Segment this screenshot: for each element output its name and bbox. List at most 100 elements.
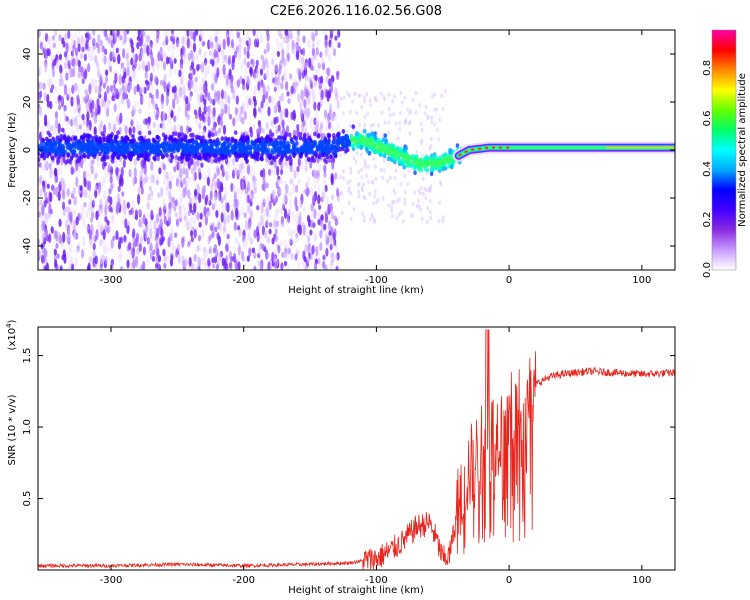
heatmap-cell (347, 200, 351, 206)
heatmap-cell (331, 75, 335, 83)
heatmap-cell (330, 194, 335, 201)
heatmap-cell (193, 109, 198, 116)
heatmap-cell (268, 222, 273, 228)
heatmap-cell (232, 246, 236, 253)
heatmap-cell (156, 59, 160, 69)
heatmap-cell (237, 163, 241, 171)
heatmap-cell (213, 89, 218, 99)
heatmap-cell (249, 126, 253, 133)
heatmap-cell (177, 123, 181, 133)
heatmap-cell (101, 45, 105, 53)
heatmap-cell (92, 197, 96, 206)
heatmap-cell (102, 137, 107, 142)
heatmap-cell (106, 100, 110, 108)
heatmap-cell (237, 261, 241, 270)
heatmap-cell (69, 211, 73, 223)
heatmap-cell (367, 140, 372, 146)
colorbar-tick-label: 0.4 (702, 161, 713, 177)
heatmap-cell (373, 133, 377, 139)
heatmap-cell (313, 261, 318, 270)
heatmap-cell (335, 138, 340, 143)
heatmap-cell (117, 240, 122, 250)
heatmap-cell (102, 156, 107, 162)
heatmap-cell (270, 147, 274, 153)
heatmap-cell (270, 141, 274, 147)
colorbar-tick-label: 0.8 (702, 60, 713, 76)
heatmap-cell (264, 100, 268, 107)
heatmap-cell (369, 102, 372, 108)
heatmap-cell (38, 107, 41, 118)
heatmap-cell (192, 31, 197, 43)
heatmap-cell (331, 30, 335, 35)
heatmap-cell (119, 148, 124, 154)
heatmap-cell (81, 78, 85, 84)
heatmap-cell (77, 30, 81, 35)
heatmap-cell (99, 120, 103, 129)
heatmap-cell (219, 115, 224, 127)
heatmap-cell (248, 37, 252, 48)
heatmap-cell (275, 234, 279, 242)
heatmap-cell (246, 181, 251, 192)
heatmap-cell (58, 53, 62, 61)
heatmap-cell (276, 207, 280, 214)
heatmap-cell (140, 217, 144, 229)
heatmap-cell (188, 93, 192, 102)
heatmap-cell (296, 127, 300, 138)
heatmap-cell (275, 145, 280, 151)
heatmap-cell (177, 133, 182, 138)
heatmap-cell (208, 50, 213, 56)
heatmap-cell (46, 183, 50, 189)
heatmap-cell (168, 202, 172, 210)
heatmap-cell (91, 233, 95, 241)
snr-y-ticks: 0.51.01.5 (22, 348, 675, 506)
heatmap-cell (134, 99, 138, 108)
heatmap-cell (90, 54, 94, 62)
heatmap-cell (409, 109, 412, 114)
heatmap-cell (122, 48, 126, 59)
heatmap-cell (39, 41, 44, 50)
heatmap-cell (280, 215, 284, 225)
heatmap-cell (210, 143, 215, 148)
heatmap-cell (189, 230, 194, 237)
heatmap-cell (63, 105, 67, 117)
heatmap-cell (208, 199, 212, 206)
heatmap-cell (72, 48, 76, 57)
heatmap-cell (118, 254, 122, 264)
heatmap-cell (142, 260, 146, 270)
heatmap-cell (295, 82, 299, 92)
heatmap-cell (78, 141, 83, 146)
heatmap-cell (229, 30, 233, 36)
heatmap-cell (105, 171, 109, 179)
heatmap-cell (59, 133, 63, 139)
heatmap-cell (67, 60, 71, 70)
heatmap-cell (163, 73, 167, 81)
heatmap-cell (77, 43, 81, 52)
heatmap-cell (281, 119, 285, 128)
heatmap-cell (309, 187, 314, 196)
heatmap-cell (305, 74, 309, 82)
heatmap-cell (91, 82, 95, 88)
heatmap-cell (272, 105, 276, 114)
heatmap-cell (172, 35, 176, 45)
heatmap-cell (165, 171, 169, 180)
snr-panel: -300 -200 -100 0 100 0.51.01.5 Height of str… (5, 319, 676, 596)
heatmap-cell (129, 69, 133, 78)
heatmap-cell (92, 77, 96, 84)
heatmap-cell (217, 221, 221, 230)
heatmap-cell (140, 186, 144, 195)
heatmap-cell (242, 37, 246, 47)
heatmap-cell (146, 212, 150, 220)
heatmap-cell (419, 140, 423, 146)
heatmap-cell (152, 249, 156, 256)
heatmap-cell (115, 87, 119, 95)
heatmap-cell (383, 120, 387, 125)
heatmap-cell (133, 176, 138, 185)
heatmap-cell (222, 225, 227, 232)
colorbar: 0.00.20.40.60.8 Normalized spectral ampl… (702, 29, 748, 278)
heatmap-cell (221, 49, 225, 57)
heatmap-cell (60, 176, 64, 189)
heatmap-cell (344, 148, 348, 154)
heatmap-cell (358, 122, 362, 128)
heatmap-cell (91, 211, 95, 219)
heatmap-cell (296, 35, 300, 44)
